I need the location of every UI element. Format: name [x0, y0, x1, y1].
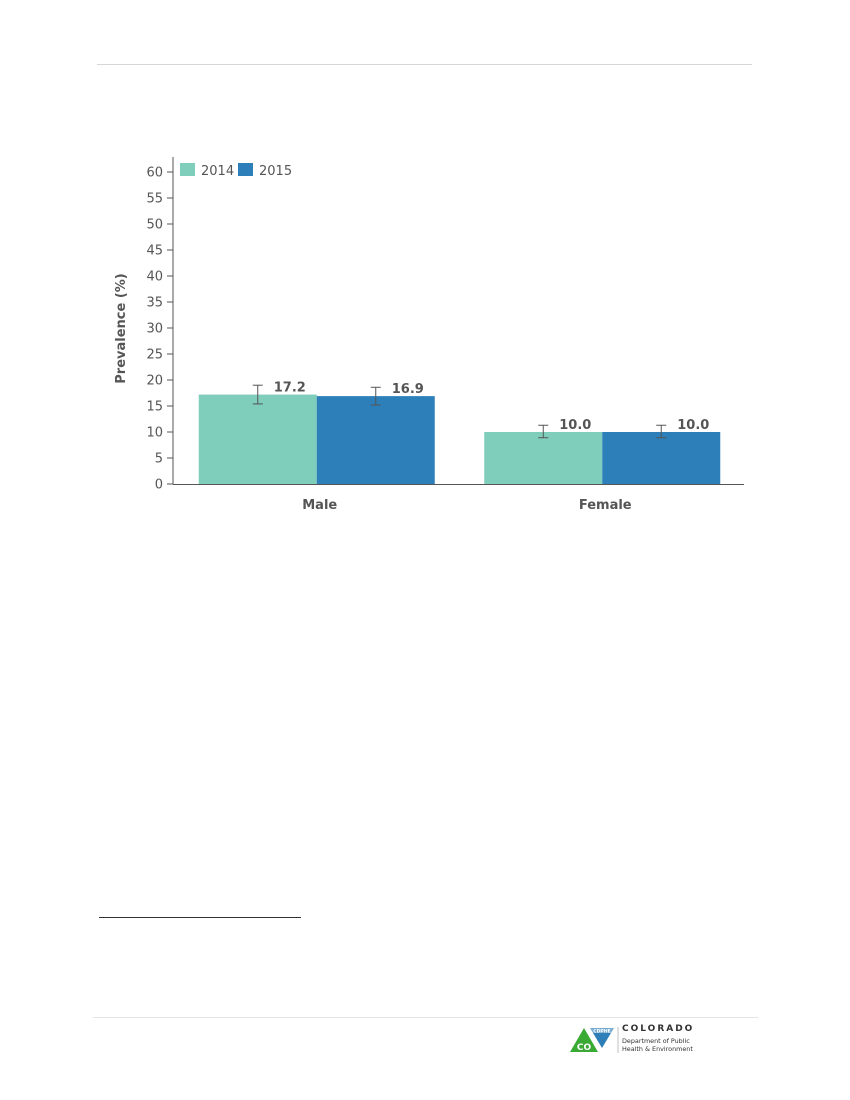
- cdphe-logo-mark: CDPHE CO: [570, 1027, 619, 1053]
- chart-axes: 0 5 10 15 20 25 30 35 40 45 50 55 60 Prevalence (%) Ma…: [114, 157, 744, 513]
- legend-label-2014: 2014: [201, 164, 234, 179]
- data-label: 10.0: [677, 418, 709, 433]
- y-tick-label: 35: [146, 296, 163, 311]
- y-tick-label: 50: [146, 218, 163, 233]
- y-tick-label: 20: [146, 374, 163, 389]
- footnote-rule: [99, 917, 301, 918]
- chart-legend: 2014 2015: [180, 163, 292, 179]
- header-rule: [97, 64, 752, 65]
- legend-label-2015: 2015: [259, 164, 292, 179]
- y-tick-label: 25: [146, 348, 163, 363]
- y-tick-label: 15: [146, 400, 163, 415]
- bar-2014-male: [198, 394, 317, 484]
- y-tick-label: 10: [146, 426, 163, 441]
- logo-blue-triangle: [590, 1028, 614, 1048]
- chart-bars: 17.2 16.9 10.0 10.0: [198, 381, 721, 484]
- bar-2015-female: [602, 432, 721, 484]
- logo-state-text: CO: [577, 1043, 592, 1053]
- prevalence-bar-chart: 0 5 10 15 20 25 30 35 40 45 50 55 60 Prevalence (%) Ma…: [114, 157, 744, 513]
- y-tick-label: 45: [146, 244, 163, 259]
- bar-2015-male: [316, 396, 435, 484]
- legend-swatch-2014: [180, 163, 195, 176]
- y-tick-label: 55: [146, 192, 163, 207]
- logo-department-line1: Department of Public: [622, 1037, 690, 1045]
- data-label: 16.9: [392, 382, 424, 397]
- footer-rule: [93, 1017, 758, 1018]
- y-tick-label: 5: [155, 452, 163, 467]
- bar-2014-female: [484, 432, 603, 484]
- data-label: 10.0: [559, 418, 591, 433]
- x-category-label: Female: [579, 498, 632, 513]
- logo-badge-text: CDPHE: [593, 1028, 611, 1034]
- y-axis-title: Prevalence (%): [114, 273, 129, 384]
- logo-green-triangle: [570, 1028, 598, 1052]
- x-category-label: Male: [302, 498, 337, 513]
- logo-name: COLORADO: [622, 1024, 695, 1034]
- y-tick-label: 40: [146, 270, 163, 285]
- y-tick-label: 30: [146, 322, 163, 337]
- y-tick-label: 60: [146, 166, 163, 181]
- logo-department-line2: Health & Environment: [622, 1045, 693, 1053]
- data-label: 17.2: [274, 381, 306, 396]
- legend-swatch-2015: [238, 163, 253, 176]
- y-tick-label: 0: [155, 478, 163, 493]
